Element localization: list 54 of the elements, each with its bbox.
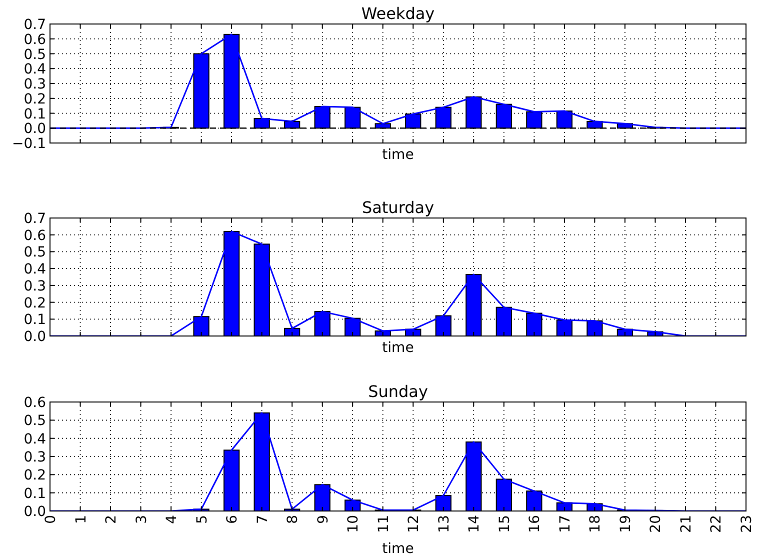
x-tick-label: 8 (285, 515, 302, 524)
y-tick-label: 0.3 (24, 278, 46, 294)
x-tick-label: 16 (527, 514, 544, 533)
x-tick-label: 0 (43, 515, 59, 524)
y-tick-label: 0.2 (24, 295, 46, 312)
y-tick-label: 0.4 (24, 431, 46, 448)
y-tick-label: 0.4 (24, 262, 46, 278)
x-tick-label: 20 (648, 515, 664, 533)
x-tick-label: 19 (618, 515, 634, 533)
y-tick-label: 0.6 (24, 32, 46, 48)
x-tick-label: 15 (496, 515, 513, 533)
x-tick-label: 7 (254, 515, 271, 524)
y-tick-label: 0.1 (24, 106, 46, 122)
y-tick-label: 0.5 (24, 244, 46, 261)
x-tick-label: 10 (346, 515, 362, 533)
y-tick-label: 0.5 (24, 46, 46, 63)
x-tick-label: 6 (224, 514, 241, 524)
y-tick-label: 0.6 (24, 228, 46, 244)
x-tick-label: 11 (376, 515, 392, 533)
y-tick-label: −0.1 (12, 136, 46, 152)
x-axis-title: time (382, 147, 414, 163)
y-tick-label: 0.6 (24, 395, 46, 411)
y-tick-label: 0.1 (24, 486, 46, 502)
y-tick-label: 0.3 (24, 450, 46, 466)
x-tick-label: 21 (678, 515, 694, 533)
x-axis-title: time (382, 340, 414, 356)
x-tick-label: 4 (164, 514, 180, 524)
x-tick-label: 1 (73, 515, 90, 524)
y-tick-label: 0.5 (24, 413, 46, 430)
x-tick-label: 23 (739, 515, 755, 533)
x-axis-title: time (382, 541, 414, 556)
chart-title: Weekday (361, 4, 435, 23)
y-tick-label: 0.2 (24, 468, 46, 484)
y-tick-label: 0.0 (24, 121, 46, 138)
y-tick-label: 0.7 (24, 211, 46, 227)
chart-title: Sunday (368, 382, 428, 401)
y-tick-label: 0.0 (24, 329, 46, 345)
x-tick-label: 13 (436, 515, 452, 533)
chart-title: Saturday (362, 198, 434, 217)
x-tick-label: 9 (315, 515, 332, 524)
y-tick-label: 0.3 (24, 76, 46, 92)
x-tick-label: 22 (708, 515, 725, 533)
y-tick-label: 0.2 (24, 91, 46, 108)
y-tick-label: 0.1 (24, 312, 46, 328)
y-tick-label: 0.4 (24, 62, 46, 78)
x-tick-label: 12 (406, 515, 422, 533)
x-tick-label: 17 (557, 515, 574, 533)
y-tick-label: 0.0 (24, 504, 46, 520)
x-tick-label: 3 (134, 515, 150, 524)
y-tick-label: 0.7 (24, 17, 46, 33)
x-tick-label: 2 (104, 515, 120, 524)
x-tick-label: 18 (588, 515, 604, 533)
x-tick-label: 5 (194, 515, 210, 524)
x-tick-label: 14 (466, 514, 483, 533)
